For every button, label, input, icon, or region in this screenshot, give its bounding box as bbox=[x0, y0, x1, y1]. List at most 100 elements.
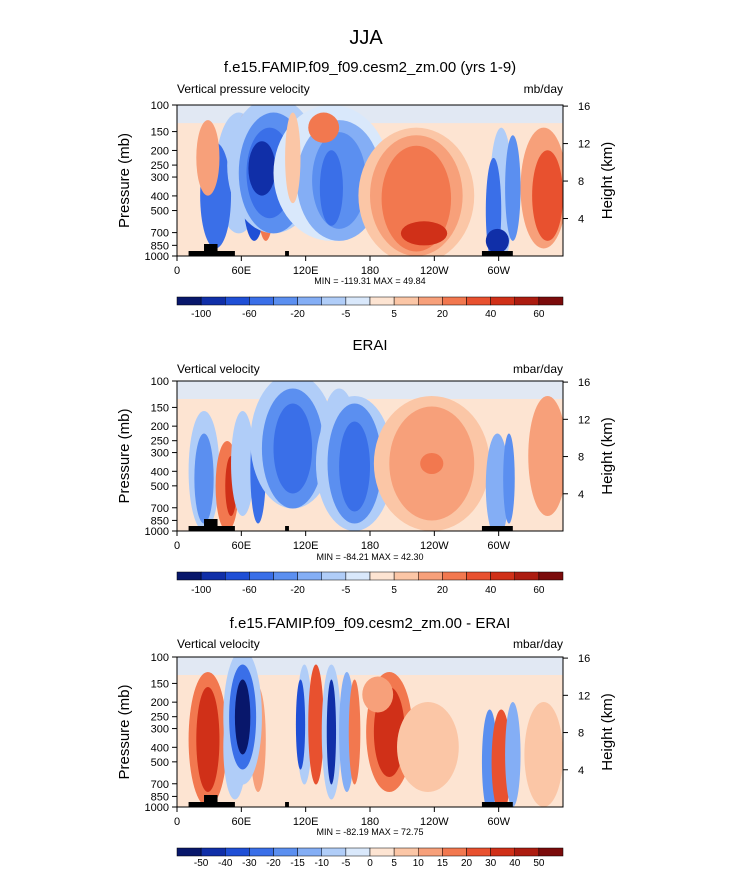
colorbar-label: 40 bbox=[509, 858, 521, 869]
colorbar-label: 10 bbox=[413, 858, 425, 869]
chart-panel-1: f.e15.FAMIP.f09_f09.cesm2_zm.00 (yrs 1-9… bbox=[116, 59, 616, 320]
x-tick-label: 120E bbox=[293, 540, 319, 552]
contour-region bbox=[524, 702, 563, 807]
y-axis-label: Pressure (mb) bbox=[116, 133, 133, 228]
y-right-tick-label: 16 bbox=[578, 653, 590, 665]
contour-region bbox=[295, 679, 306, 770]
colorbar-label: 60 bbox=[533, 309, 545, 320]
topography-mask bbox=[204, 244, 218, 256]
colorbar-label: -100 bbox=[191, 585, 211, 596]
colorbar-swatch bbox=[273, 296, 298, 306]
colorbar-label: -20 bbox=[266, 858, 281, 869]
contour-region bbox=[326, 679, 337, 785]
x-tick-label: 60E bbox=[232, 540, 252, 552]
contour-region bbox=[505, 702, 521, 807]
topography-mask bbox=[481, 802, 513, 807]
x-tick-label: 60E bbox=[232, 265, 252, 277]
colorbar-swatch bbox=[538, 296, 564, 306]
colorbar-label: 40 bbox=[485, 585, 497, 596]
colorbar-swatch bbox=[297, 571, 322, 581]
y-tick-label: 250 bbox=[151, 436, 169, 448]
y-tick-label: 200 bbox=[151, 697, 169, 709]
colorbar-swatch bbox=[369, 296, 395, 306]
x-tick-label: 180 bbox=[361, 816, 379, 828]
colorbar-label: 60 bbox=[533, 585, 545, 596]
colorbar-label: 5 bbox=[391, 585, 397, 596]
colorbar-label: -20 bbox=[290, 585, 305, 596]
colorbar-swatch bbox=[297, 847, 322, 857]
colorbar-swatch bbox=[393, 571, 419, 581]
topography-mask bbox=[204, 795, 218, 807]
y-tick-label: 250 bbox=[151, 712, 169, 724]
contour-region bbox=[308, 664, 324, 785]
y-tick-label: 500 bbox=[151, 757, 169, 769]
contour-region bbox=[400, 221, 448, 246]
y-right-tick-label: 8 bbox=[578, 728, 584, 740]
colorbar-swatch bbox=[273, 571, 298, 581]
colorbar-swatch bbox=[200, 571, 226, 581]
colorbar-label: -5 bbox=[341, 585, 350, 596]
colorbar-swatch bbox=[225, 847, 250, 857]
colorbar-swatch bbox=[393, 847, 419, 857]
colorbar-swatch bbox=[345, 571, 371, 581]
colorbar-swatch bbox=[249, 847, 274, 857]
colorbar-label: -60 bbox=[242, 585, 257, 596]
contour-field bbox=[177, 657, 563, 807]
x-tick-label: 0 bbox=[174, 540, 180, 552]
colorbar-swatch bbox=[200, 296, 226, 306]
y-tick-label: 850 bbox=[151, 515, 169, 527]
colorbar-swatch bbox=[418, 847, 443, 857]
colorbar-label: -60 bbox=[242, 309, 257, 320]
y-right-tick-label: 16 bbox=[578, 101, 590, 113]
y-tick-label: 300 bbox=[151, 172, 169, 184]
panel-title: f.e15.FAMIP.f09_f09.cesm2_zm.00 (yrs 1-9… bbox=[224, 59, 516, 76]
colorbar-label: 5 bbox=[391, 858, 397, 869]
y-tick-label: 200 bbox=[151, 145, 169, 157]
colorbar-label: -10 bbox=[315, 858, 330, 869]
colorbar-swatch bbox=[514, 847, 540, 857]
colorbar-swatch bbox=[490, 571, 515, 581]
contour-region bbox=[532, 150, 563, 241]
colorbar-label: -5 bbox=[341, 309, 350, 320]
colorbar-label: -30 bbox=[242, 858, 257, 869]
y-right-tick-label: 4 bbox=[578, 489, 584, 501]
colorbar-swatch bbox=[225, 571, 250, 581]
x-tick-label: 0 bbox=[174, 265, 180, 277]
contour-region bbox=[196, 687, 220, 792]
colorbar-swatch bbox=[442, 571, 467, 581]
y-tick-label: 250 bbox=[151, 160, 169, 172]
x-tick-label: 60W bbox=[487, 816, 510, 828]
topography-mask bbox=[285, 802, 289, 807]
panel-left-label: Vertical velocity bbox=[177, 637, 260, 651]
y-right-tick-label: 16 bbox=[578, 377, 590, 389]
contour-region bbox=[485, 228, 509, 253]
colorbar-swatch bbox=[297, 296, 322, 306]
figure-title: JJA bbox=[349, 27, 383, 49]
colorbar-swatch bbox=[176, 296, 202, 306]
colorbar-swatch bbox=[514, 296, 540, 306]
colorbar-swatch bbox=[418, 296, 443, 306]
y-tick-label: 850 bbox=[151, 240, 169, 252]
x-tick-label: 120W bbox=[420, 816, 449, 828]
contour-region bbox=[348, 679, 361, 785]
min-max-label: MIN = -119.31 MAX = 49.84 bbox=[314, 276, 425, 286]
colorbar-swatch bbox=[393, 296, 419, 306]
contour-region bbox=[319, 150, 343, 226]
y-tick-label: 100 bbox=[151, 100, 169, 112]
colorbar-swatch bbox=[442, 847, 467, 857]
colorbar-label: 50 bbox=[533, 858, 545, 869]
y-tick-label: 500 bbox=[151, 481, 169, 493]
x-tick-label: 120W bbox=[420, 540, 449, 552]
colorbar-swatch bbox=[514, 571, 540, 581]
y-tick-label: 400 bbox=[151, 466, 169, 478]
y-tick-label: 100 bbox=[151, 376, 169, 388]
colorbar-swatch bbox=[249, 296, 274, 306]
y-tick-label: 700 bbox=[151, 228, 169, 240]
contour-field bbox=[177, 105, 563, 256]
colorbar-label: 15 bbox=[437, 858, 449, 869]
y-tick-label: 300 bbox=[151, 724, 169, 736]
chart-panel-3: f.e15.FAMIP.f09_f09.cesm2_zm.00 - ERAI Ve… bbox=[116, 615, 616, 869]
contour-region bbox=[194, 433, 214, 524]
y-tick-label: 150 bbox=[151, 402, 169, 414]
colorbar-swatch bbox=[538, 847, 564, 857]
